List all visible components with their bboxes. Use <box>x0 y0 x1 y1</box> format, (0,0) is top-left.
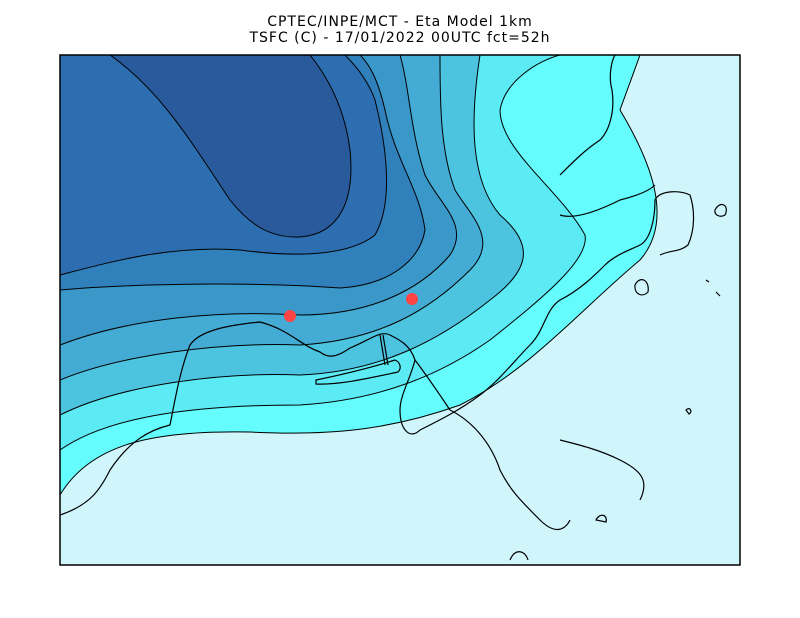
contour-lines <box>60 55 658 496</box>
band-below-17 <box>110 55 351 238</box>
temperature-field <box>60 55 740 565</box>
station-marker <box>284 310 296 322</box>
station-marker <box>406 293 418 305</box>
title: CPTEC/INPE/MCT - Eta Model 1km <box>267 14 533 30</box>
map-frame <box>59 54 741 566</box>
subtitle: TSFC (C) - 17/01/2022 00UTC fct=52h <box>248 30 550 46</box>
coastline <box>60 55 727 561</box>
